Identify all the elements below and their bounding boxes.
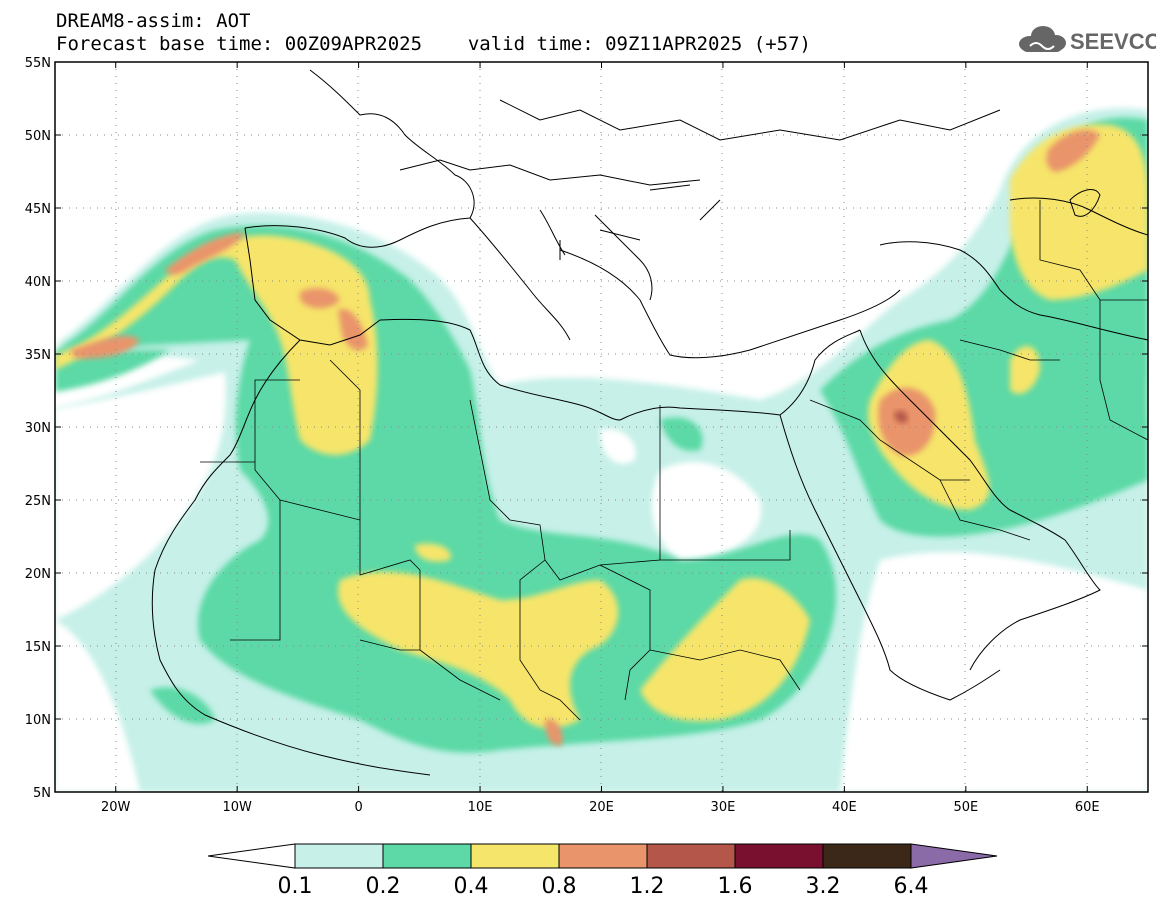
y-tick-label: 35N xyxy=(25,348,51,363)
x-tick-label: 10W xyxy=(222,800,252,815)
y-tick-label: 25N xyxy=(25,494,51,509)
colorbar-swatch xyxy=(822,843,912,869)
x-tick-label: 60E xyxy=(1075,800,1100,815)
coastlines xyxy=(151,69,1148,776)
x-tick-label: 30E xyxy=(711,800,736,815)
x-tick-label: 20W xyxy=(101,800,131,815)
colorbar-swatch xyxy=(734,843,824,869)
colorbar-label: 0.4 xyxy=(454,874,489,899)
colorbar-over-arrow xyxy=(910,843,998,869)
map-grid xyxy=(55,62,1148,792)
y-tick-label: 5N xyxy=(33,786,51,801)
colorbar-swatch xyxy=(294,843,384,869)
x-tick-label: 0 xyxy=(354,800,362,815)
y-tick-label: 50N xyxy=(25,129,51,144)
colorbar-swatch xyxy=(646,843,736,869)
colorbar-label: 0.8 xyxy=(542,874,577,899)
x-tick-label: 20E xyxy=(589,800,614,815)
y-tick-label: 45N xyxy=(25,202,51,217)
valid-time: valid time: 09Z11APR2025 (+57) xyxy=(467,33,811,55)
y-axis: 5N 10N 15N 20N 25N 30N 35N 40N 45N 50N 55N xyxy=(25,56,1148,801)
colorbar: 0.1 0.2 0.4 0.8 1.2 1.6 3.2 6.4 xyxy=(207,843,998,899)
y-tick-label: 55N xyxy=(25,56,51,71)
logo-text: SEEVCCC xyxy=(1070,29,1156,54)
colorbar-under-arrow xyxy=(207,843,296,869)
colorbar-label: 0.2 xyxy=(366,874,401,899)
x-tick-label: 50E xyxy=(953,800,978,815)
colorbar-swatch xyxy=(382,843,472,869)
colorbar-label: 1.6 xyxy=(718,874,753,899)
y-tick-label: 15N xyxy=(25,640,51,655)
seevccc-logo: SEEVCCC xyxy=(1019,26,1156,54)
y-tick-label: 40N xyxy=(25,275,51,290)
colorbar-label: 3.2 xyxy=(806,874,841,899)
colorbar-label: 1.2 xyxy=(630,874,665,899)
y-tick-label: 30N xyxy=(25,421,51,436)
y-tick-label: 20N xyxy=(25,567,51,582)
country-borders xyxy=(200,200,1148,721)
colorbar-swatch xyxy=(558,843,648,869)
base-time: Forecast base time: 00Z09APR2025 xyxy=(56,33,423,55)
y-tick-label: 10N xyxy=(25,713,51,728)
colorbar-swatch xyxy=(470,843,560,869)
x-tick-label: 40E xyxy=(832,800,857,815)
x-axis: 20W 10W 0 10E 20E 30E 40E 50E 60E xyxy=(101,62,1100,815)
aot-field xyxy=(55,62,1148,792)
map-title: DREAM8-assim: AOT xyxy=(56,10,251,32)
x-tick-label: 10E xyxy=(468,800,493,815)
colorbar-label: 6.4 xyxy=(894,874,929,899)
colorbar-label: 0.1 xyxy=(278,874,313,899)
time-info: Forecast base time: 00Z09APR2025 valid t… xyxy=(56,33,811,55)
